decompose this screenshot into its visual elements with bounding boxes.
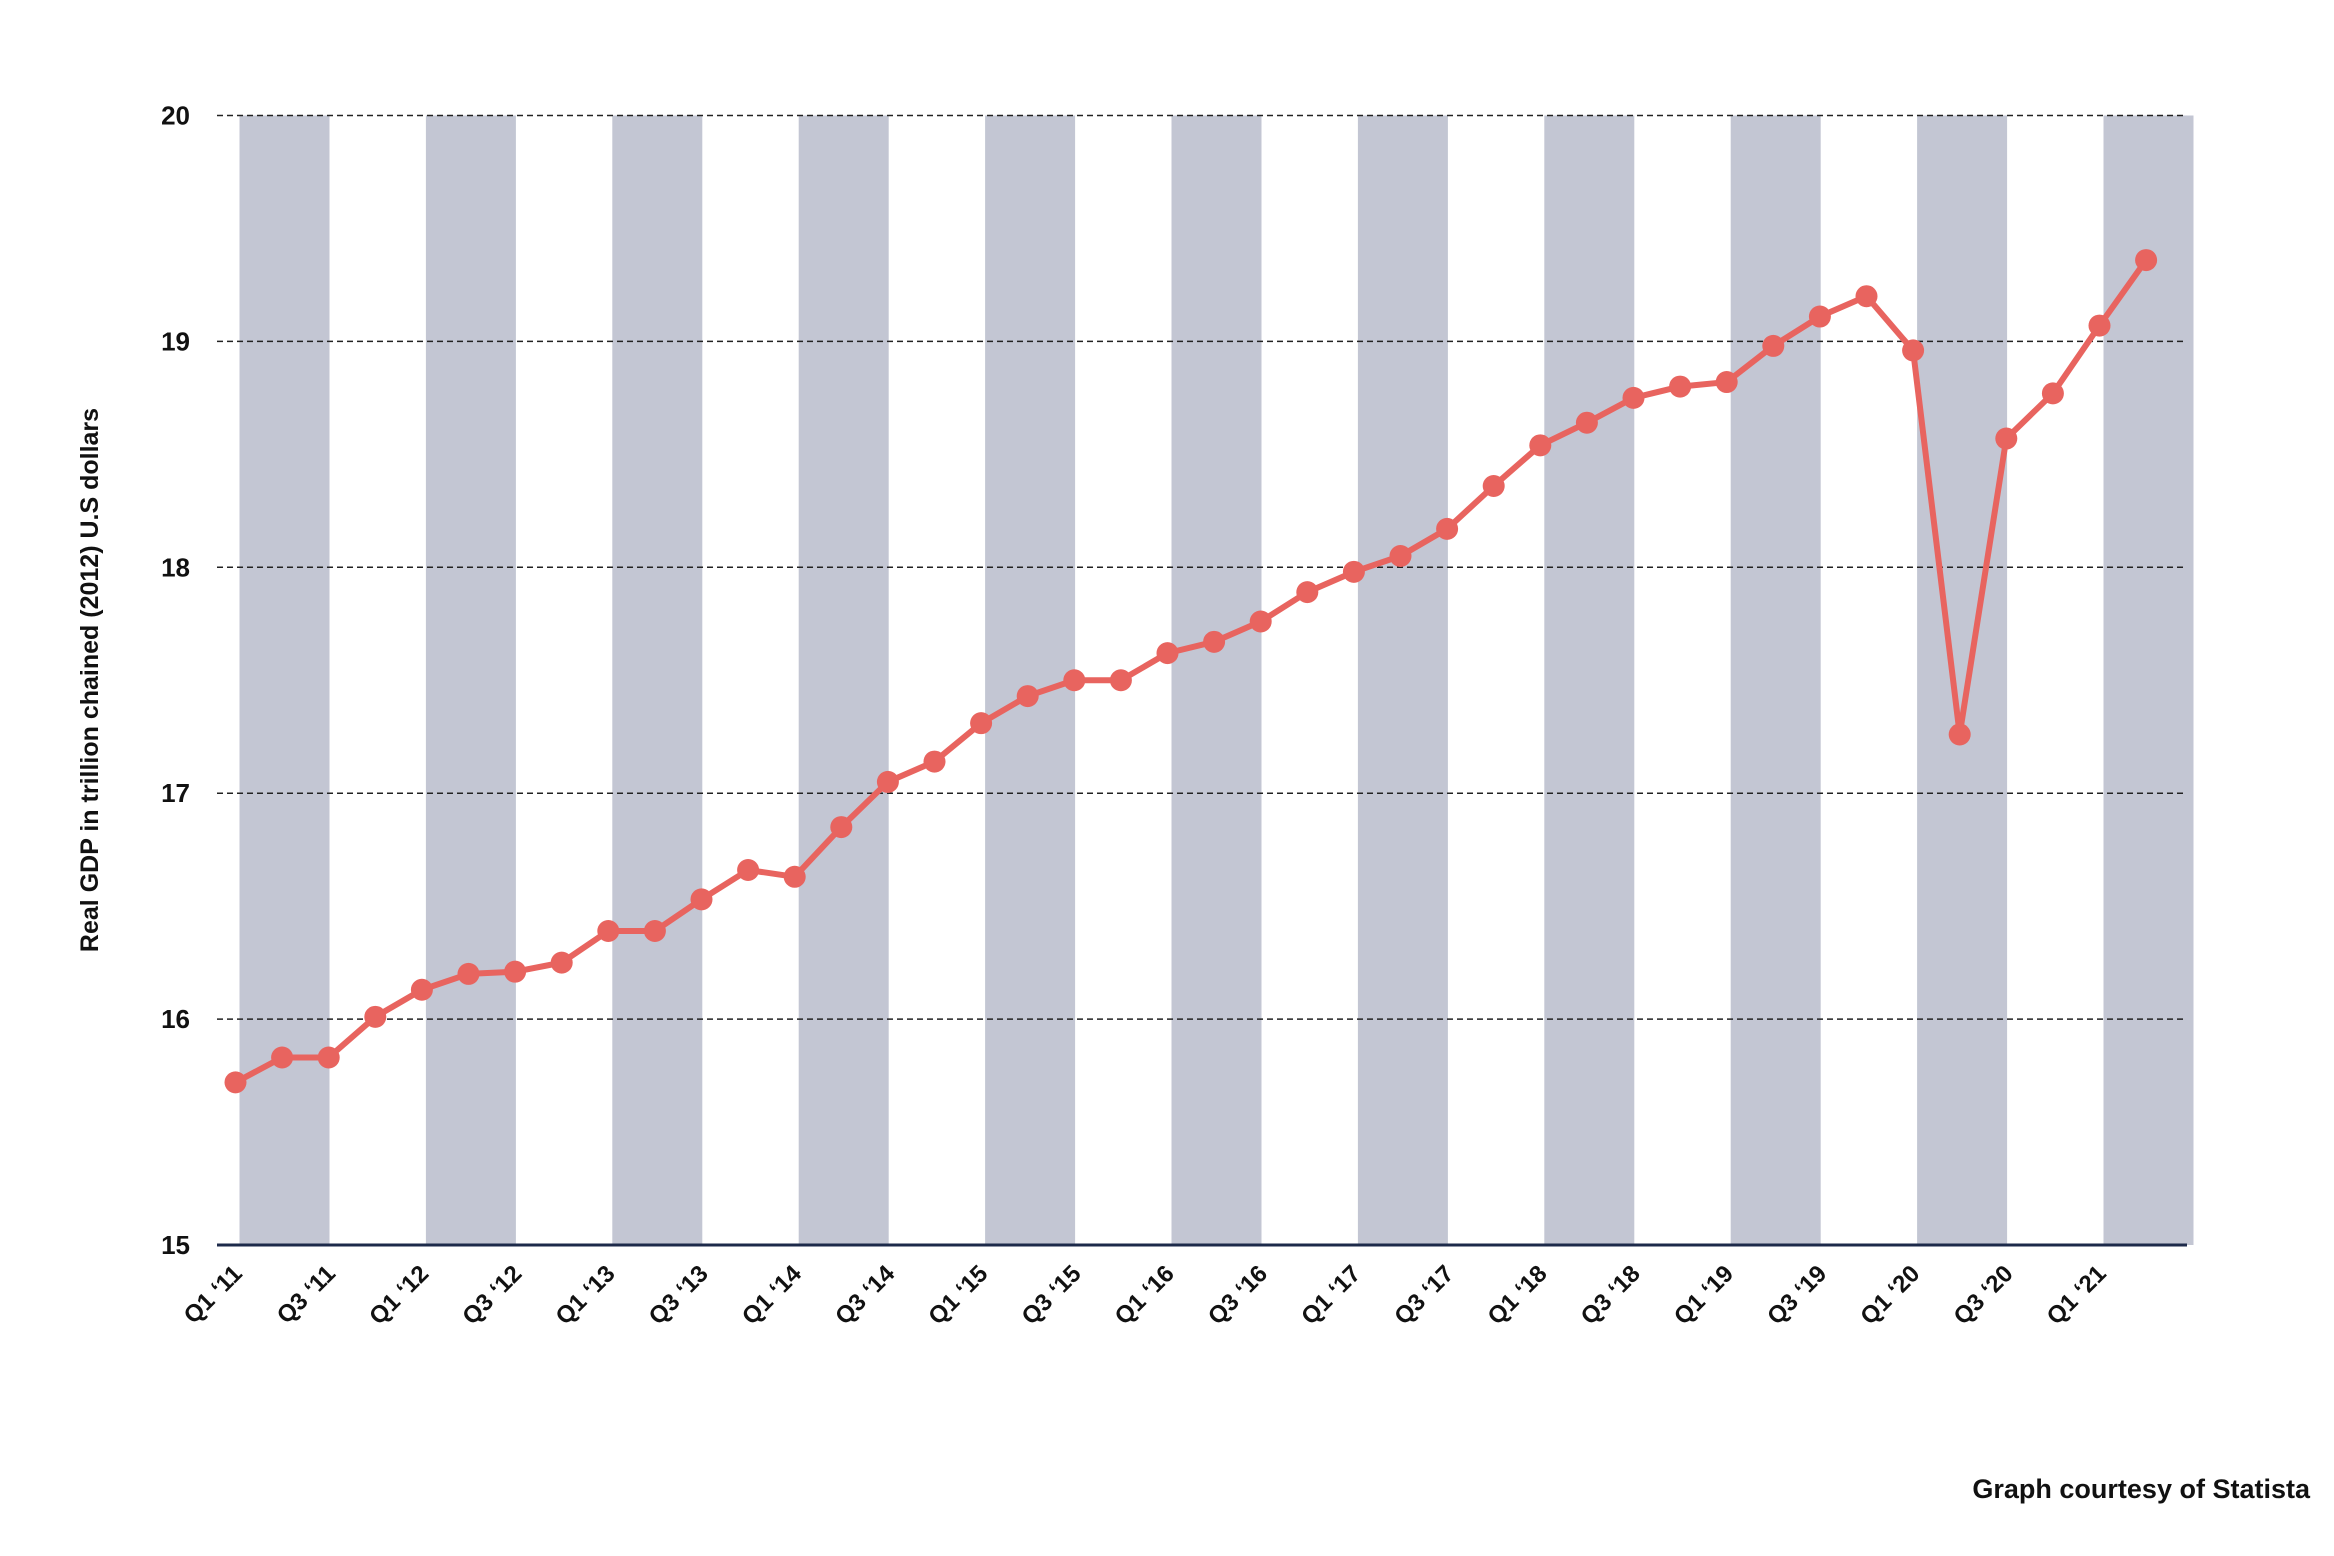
point [271,1046,294,1069]
bands [239,115,2194,1245]
point [1808,305,1831,328]
point [597,919,620,942]
y-tick-label: 17 [161,778,190,808]
x-tick-label: Q1 ‘20 [1855,1260,1925,1330]
point [1855,285,1878,308]
x-tick-label: Q1 ‘12 [364,1260,434,1330]
y-tick-label: 20 [161,101,190,131]
point [1342,560,1365,583]
source: Graph courtesy of Statista [1972,1474,2311,1504]
point [1436,517,1459,540]
year-band [985,115,1076,1245]
x-tick-label: Q1 ‘18 [1483,1260,1553,1330]
point [1902,339,1925,362]
y-axis-label: Real GDP in trillion chained (2012) U.S … [76,408,104,952]
x-tick-label: Q1 ‘13 [551,1260,621,1330]
year-band [1357,115,1448,1245]
point [643,919,666,942]
point [1389,545,1412,568]
x-tick-label: Q3 ‘16 [1203,1260,1273,1330]
year-band [1544,115,1635,1245]
x-tick-label: Q3 ‘19 [1762,1260,1832,1330]
x-tick-label: Q3 ‘17 [1389,1260,1459,1330]
point [364,1005,387,1028]
point [783,865,806,888]
point [1203,630,1226,653]
point [504,960,527,983]
point [1156,642,1179,665]
point [1995,427,2018,450]
point [876,770,899,793]
y-tick-label: 19 [161,326,190,356]
x-tick-label: Q3 ‘14 [830,1260,900,1330]
point [1109,669,1132,692]
x-tick-label: Q3 ‘11 [272,1260,341,1329]
x-tick-label: Q3 ‘20 [1949,1260,2019,1330]
point [2041,382,2064,405]
point [1575,411,1598,434]
point [1529,434,1552,457]
year-band [1171,115,1262,1245]
x-tick-label: Q1 ‘11 [179,1260,248,1329]
point [970,712,993,735]
x-tick-label: Q3 ‘13 [644,1260,714,1330]
x-tick-label: Q3 ‘12 [457,1260,527,1330]
point [1016,685,1039,708]
point [2088,314,2111,337]
point [1482,474,1505,497]
year-band [612,115,703,1245]
point [1063,669,1086,692]
point [1669,375,1692,398]
year-band [425,115,516,1245]
point [224,1071,247,1094]
year-band [2103,115,2194,1245]
x-tick-label: Q1 ‘16 [1110,1260,1180,1330]
point [410,978,433,1001]
y-tick-label: 15 [161,1230,190,1260]
y-tick-label: 18 [161,552,190,582]
y-tick-label: 16 [161,1004,190,1034]
point [1715,371,1738,394]
point [923,750,946,773]
point [2135,249,2158,272]
x-tick-label: Q3 ‘15 [1017,1260,1087,1330]
point [1249,610,1272,633]
point [457,962,480,985]
x-tick-label: Q1 ‘15 [923,1260,993,1330]
x-tick-label: Q3 ‘18 [1576,1260,1646,1330]
x-tick-label: Q1 ‘14 [737,1260,807,1330]
point [550,951,573,974]
point [830,816,853,839]
point [1762,334,1785,357]
point [1296,581,1319,604]
x-tick-label: Q1 ‘21 [2042,1260,2112,1330]
x-tick-label: Q1 ‘17 [1296,1260,1366,1330]
point [737,859,760,882]
point [690,888,713,911]
year-band [1730,115,1821,1245]
point [317,1046,340,1069]
point [1622,386,1645,409]
x-tick-label: Q1 ‘19 [1669,1260,1739,1330]
year-band [1917,115,2008,1245]
point [1948,723,1971,746]
year-band [798,115,889,1245]
